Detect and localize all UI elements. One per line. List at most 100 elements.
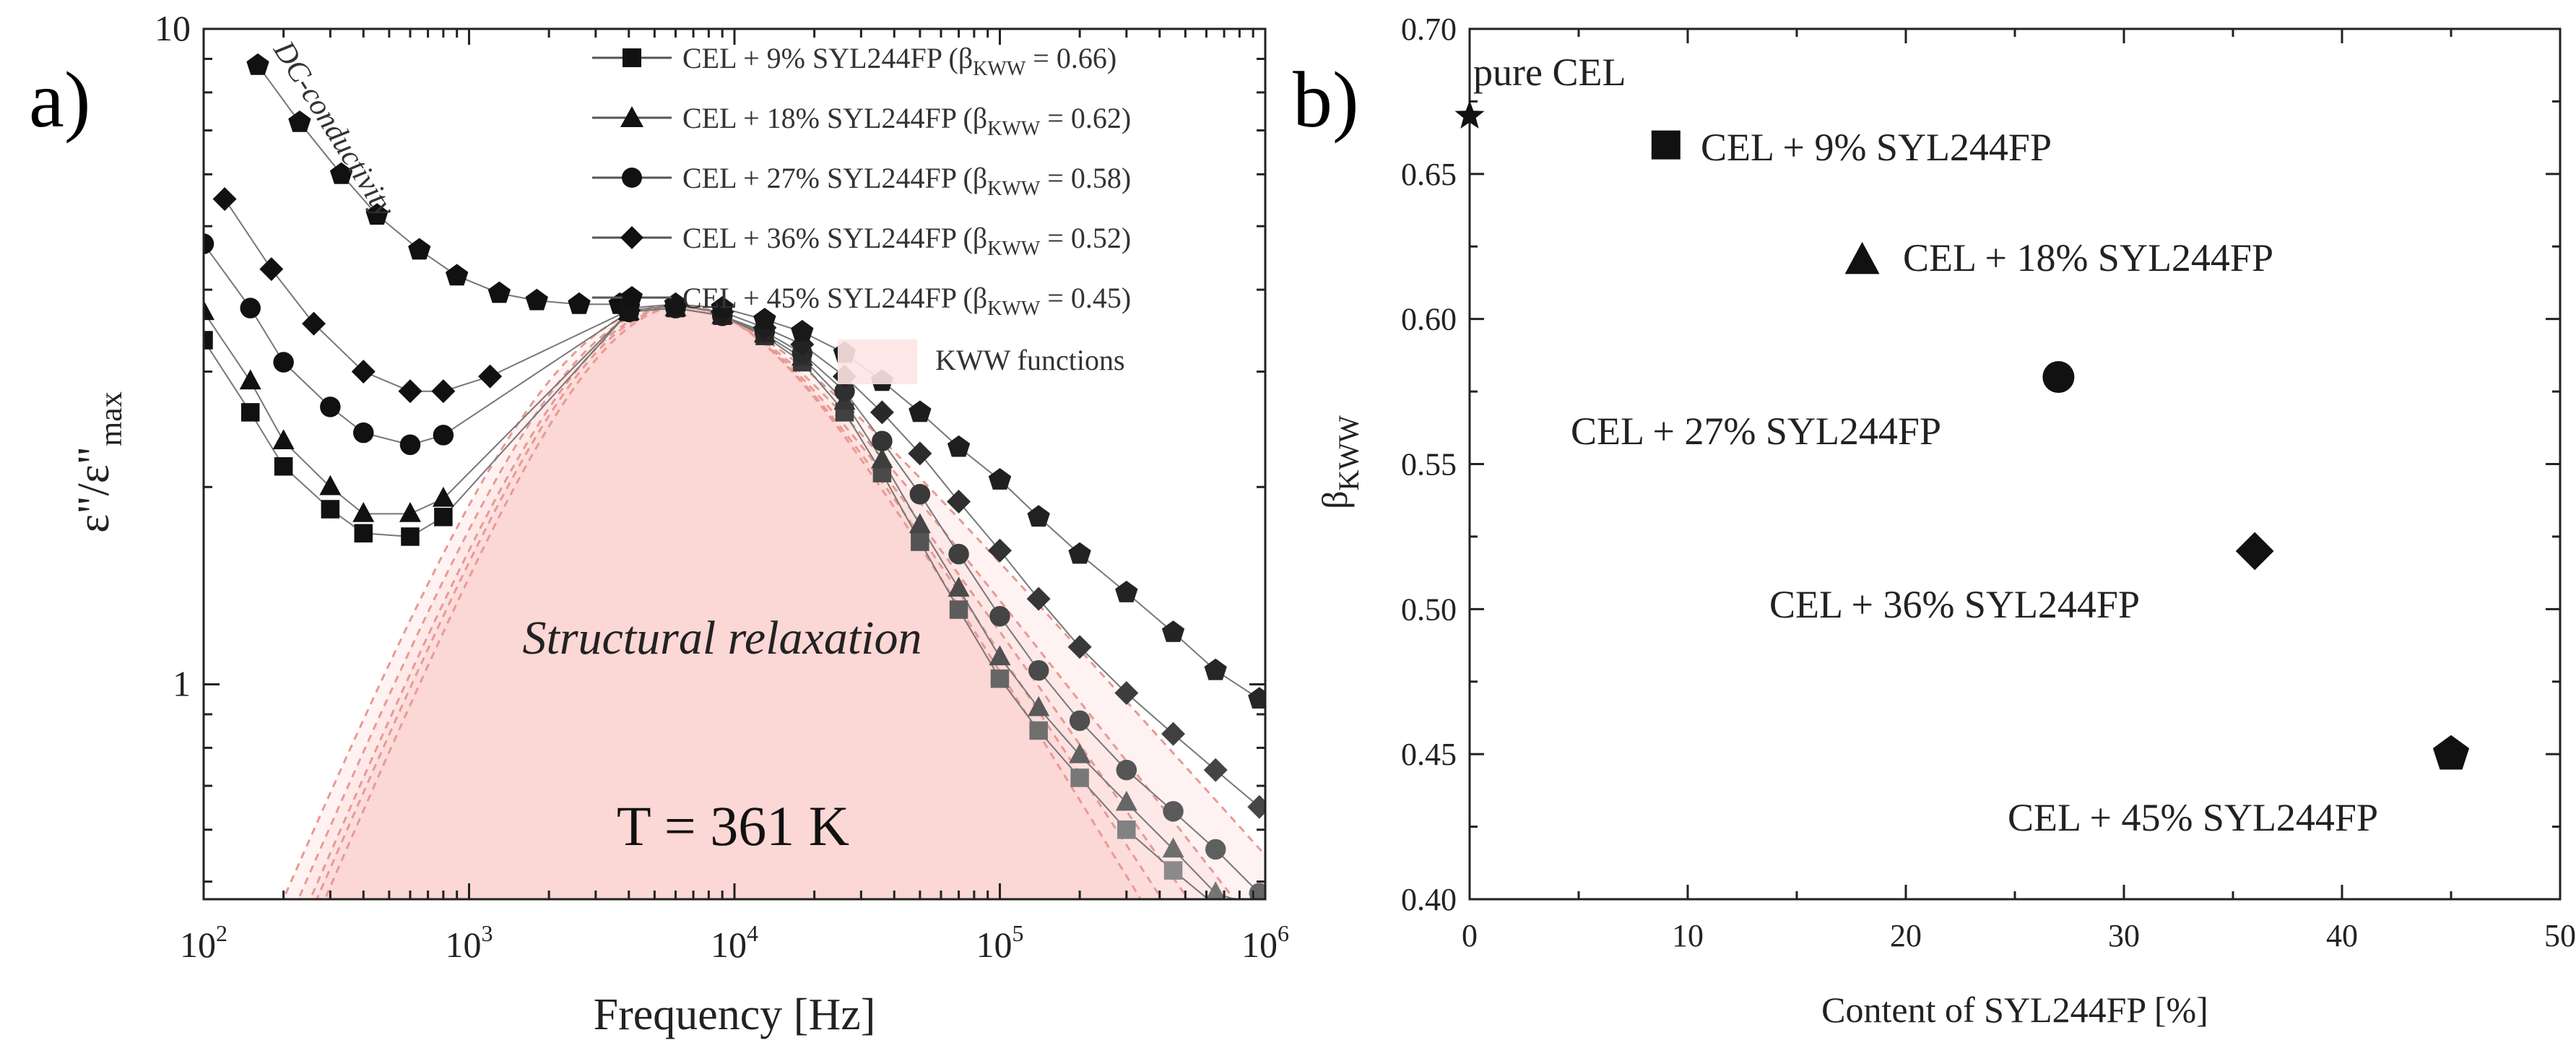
marker-s36 <box>1067 635 1092 659</box>
y-tick-label-0-65: 0.65 <box>1401 157 1457 192</box>
x-tick-label-1e2: 102 <box>180 920 227 965</box>
y-tick-label-0-40: 0.40 <box>1401 882 1457 917</box>
marker-s27 <box>204 233 214 254</box>
marker-s45 <box>246 53 269 75</box>
marker-s45 <box>1027 505 1050 527</box>
marker-s27 <box>353 422 374 443</box>
y-tick-label-0-55: 0.55 <box>1401 447 1457 482</box>
panel-a-legend: CEL + 9% SYL244FP (βKWW = 0.66) CEL + 18… <box>592 42 1131 384</box>
marker-s18 <box>1069 742 1091 763</box>
marker-s18 <box>319 475 342 495</box>
point-18-triangle <box>1844 241 1880 274</box>
panel-b-ticks <box>1468 27 2562 901</box>
panel-a: a) 102 103 104 105 106 1 10 Frequency [H… <box>29 8 1289 1039</box>
y-tick-label-0-50: 0.50 <box>1401 592 1457 627</box>
kww-fill-s27 <box>310 306 1189 899</box>
marker-s36 <box>1026 586 1051 611</box>
data-markers <box>204 53 1265 899</box>
panel-b-points <box>1454 100 2470 770</box>
marker-s27 <box>240 298 261 319</box>
marker-s36 <box>212 187 237 212</box>
kww-fill-s45 <box>283 306 1265 899</box>
y-tick-label-10: 10 <box>155 8 191 48</box>
point-36-diamond <box>2235 532 2274 571</box>
marker-s27 <box>948 543 969 565</box>
annotation-temperature: T = 361 K <box>617 794 849 857</box>
x-tick-label-0: 0 <box>1462 918 1478 953</box>
marker-s18 <box>204 300 214 321</box>
marker-s27 <box>872 430 893 451</box>
marker-s36 <box>908 441 932 466</box>
svg-text:CEL + 27% SYL244FP (βKWW = 0.5: CEL + 27% SYL244FP (βKWW = 0.58) <box>682 162 1131 200</box>
marker-s45 <box>568 292 591 314</box>
marker-s9 <box>354 524 373 543</box>
marker-s45 <box>791 319 814 342</box>
svg-text:CEL + 45% SYL244FP (βKWW = 0.4: CEL + 45% SYL244FP (βKWW = 0.45) <box>682 282 1131 320</box>
marker-s45 <box>408 238 431 260</box>
marker-s27 <box>1069 710 1090 732</box>
marker-s27 <box>1116 759 1137 781</box>
marker-s9 <box>1117 820 1136 839</box>
panel-a-letter: a) <box>29 56 90 144</box>
marker-s9 <box>1029 721 1048 740</box>
marker-s36 <box>398 379 422 404</box>
x-tick-label-40: 40 <box>2326 918 2358 953</box>
marker-s45 <box>908 400 932 423</box>
kww-fill-s36 <box>298 306 1235 899</box>
marker-s18 <box>1205 881 1226 899</box>
kww-fill-s18 <box>316 306 1162 899</box>
marker-s18 <box>989 645 1011 666</box>
x-tick-label-10: 10 <box>1672 918 1704 953</box>
marker-s45 <box>1248 687 1265 709</box>
marker-s18 <box>1115 790 1137 811</box>
legend-entry-27: CEL + 27% SYL244FP (βKWW = 0.58) <box>592 162 1131 200</box>
label-cel-27: CEL + 27% SYL244FP <box>1571 410 1941 453</box>
marker-s9 <box>1163 861 1183 880</box>
svg-text:KWW functions: KWW functions <box>935 344 1125 376</box>
legend-entry-kww: KWW functions <box>838 339 1125 384</box>
marker-s45 <box>1161 620 1185 642</box>
marker-s27 <box>834 381 855 402</box>
marker-s9 <box>990 669 1010 688</box>
point-9-square <box>1651 130 1681 160</box>
marker-s18 <box>399 501 421 522</box>
label-cel-45: CEL + 45% SYL244FP <box>2008 796 2378 839</box>
label-cel-9: CEL + 9% SYL244FP <box>1701 126 2052 169</box>
kww-fill-areas <box>283 306 1265 899</box>
marker-s45 <box>1115 581 1138 602</box>
annotation-structural-relaxation: Structural relaxation <box>522 612 921 664</box>
marker-s27 <box>1205 839 1226 860</box>
panel-b-x-tick-labels: 0 10 20 30 40 50 <box>1462 918 2576 953</box>
x-tick-label-1e3: 103 <box>446 920 493 965</box>
marker-s18 <box>272 429 295 449</box>
marker-s18 <box>908 513 931 534</box>
marker-s45 <box>988 468 1012 490</box>
label-pure-cel: pure CEL <box>1473 51 1626 94</box>
marker-s36 <box>478 364 503 389</box>
x-tick-label-50: 50 <box>2544 918 2576 953</box>
y-tick-label-0-45: 0.45 <box>1401 737 1457 772</box>
marker-s36 <box>431 379 456 404</box>
y-tick-label-0-70: 0.70 <box>1401 12 1457 47</box>
panel-a-y-axis-title: ε"/ε"max <box>69 391 129 533</box>
marker-s18 <box>432 486 454 507</box>
marker-s45 <box>711 296 734 318</box>
x-tick-label-20: 20 <box>1890 918 1922 953</box>
marker-s45 <box>365 203 389 225</box>
svg-text:CEL + 36% SYL244FP (βKWW = 0.5: CEL + 36% SYL244FP (βKWW = 0.52) <box>682 222 1131 260</box>
marker-s18 <box>871 448 893 468</box>
marker-s9 <box>321 500 340 519</box>
label-cel-36: CEL + 36% SYL244FP <box>1769 583 2140 626</box>
point-27-circle <box>2042 361 2075 393</box>
marker-s36 <box>351 359 376 384</box>
marker-s9 <box>240 403 260 422</box>
marker-s45 <box>753 308 776 329</box>
panel-b-y-tick-labels: 0.40 0.45 0.50 0.55 0.60 0.65 0.70 <box>1401 12 1457 917</box>
panel-b-y-axis-title: βKWW <box>1314 415 1365 509</box>
point-pure-cel-star <box>1454 100 1485 129</box>
marker-s45 <box>487 281 511 303</box>
marker-s45 <box>947 435 971 457</box>
connect-line-s9 <box>204 307 1210 899</box>
marker-s36 <box>1203 758 1228 782</box>
marker-s18 <box>1028 696 1050 716</box>
